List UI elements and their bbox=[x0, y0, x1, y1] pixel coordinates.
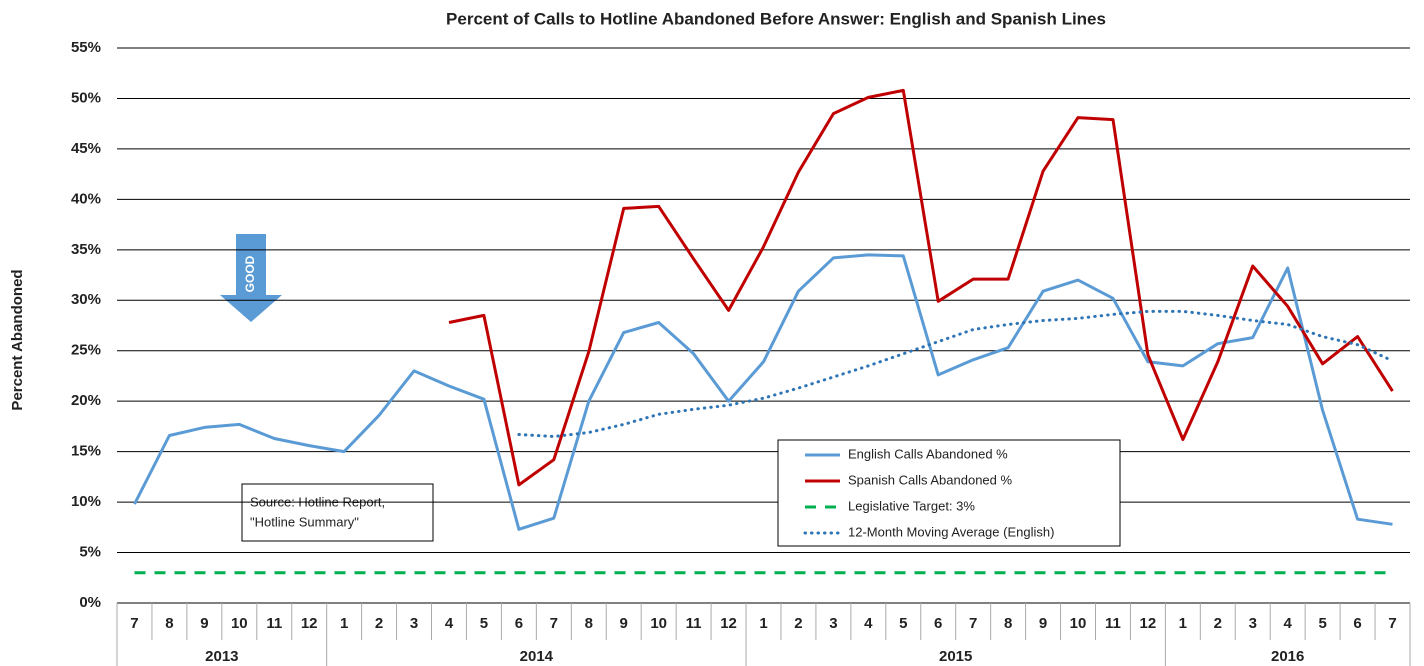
year-label: 2016 bbox=[1271, 648, 1304, 665]
x-tick-label: 3 bbox=[1249, 615, 1257, 632]
x-tick-label: 7 bbox=[969, 615, 977, 632]
series-line bbox=[517, 309, 1394, 438]
x-tick-label: 3 bbox=[410, 615, 418, 632]
x-tick-label: 10 bbox=[231, 615, 248, 632]
year-label: 2013 bbox=[205, 648, 238, 665]
y-tick-label: 50% bbox=[71, 89, 101, 106]
x-tick-label: 9 bbox=[200, 615, 208, 632]
y-tick-label: 45% bbox=[71, 140, 101, 157]
x-tick-label: 6 bbox=[515, 615, 523, 632]
x-tick-label: 2 bbox=[1214, 615, 1222, 632]
source-box bbox=[241, 483, 434, 542]
x-tick-label: 1 bbox=[340, 615, 348, 632]
x-tick-label: 12 bbox=[301, 615, 318, 632]
y-tick-label: 30% bbox=[71, 291, 101, 308]
y-tick-label: 0% bbox=[79, 594, 101, 611]
x-tick-label: 6 bbox=[1353, 615, 1361, 632]
series-line bbox=[133, 253, 1393, 531]
x-tick-label: 7 bbox=[130, 615, 138, 632]
x-tick-label: 5 bbox=[1318, 615, 1326, 632]
y-tick-label: 20% bbox=[71, 392, 101, 409]
x-tick-label: 8 bbox=[585, 615, 593, 632]
good-arrow: GOOD bbox=[220, 234, 282, 322]
x-tick-label: 4 bbox=[1284, 615, 1293, 632]
year-label: 2014 bbox=[520, 648, 554, 665]
annotation: GOOD bbox=[243, 255, 257, 292]
x-tick-label: 8 bbox=[1004, 615, 1012, 632]
source-text: "Hotline Summary" bbox=[250, 514, 359, 529]
x-tick-label: 1 bbox=[759, 615, 767, 632]
x-tick-label: 10 bbox=[1070, 615, 1087, 632]
y-tick-label: 15% bbox=[71, 443, 101, 460]
x-tick-label: 9 bbox=[620, 615, 628, 632]
x-tick-label: 12 bbox=[720, 615, 737, 632]
y-tick-label: 25% bbox=[71, 342, 101, 359]
legend-label: 12-Month Moving Average (English) bbox=[848, 524, 1054, 539]
x-tick-label: 10 bbox=[650, 615, 667, 632]
x-tick-label: 4 bbox=[445, 615, 454, 632]
x-tick-label: 9 bbox=[1039, 615, 1047, 632]
year-label: 2015 bbox=[939, 648, 972, 665]
series-line bbox=[448, 88, 1394, 487]
x-tick-label: 4 bbox=[864, 615, 873, 632]
x-tick-label: 6 bbox=[934, 615, 942, 632]
y-tick-label: 10% bbox=[71, 493, 101, 510]
x-tick-label: 2 bbox=[375, 615, 383, 632]
legend-label: Legislative Target: 3% bbox=[848, 498, 975, 513]
x-tick-label: 5 bbox=[899, 615, 907, 632]
x-tick-label: 7 bbox=[550, 615, 558, 632]
y-tick-label: 55% bbox=[71, 39, 101, 56]
chart-title: Percent of Calls to Hotline Abandoned Be… bbox=[446, 9, 1106, 28]
y-tick-label: 35% bbox=[71, 241, 101, 258]
x-tick-label: 7 bbox=[1388, 615, 1396, 632]
y-axis-label: Percent Abandoned bbox=[9, 269, 26, 410]
legend-box bbox=[777, 439, 1121, 547]
x-tick-label: 11 bbox=[686, 615, 702, 632]
y-tick-label: 5% bbox=[79, 544, 101, 561]
x-tick-label: 8 bbox=[165, 615, 173, 632]
x-tick-label: 11 bbox=[266, 615, 282, 632]
x-tick-label: 2 bbox=[794, 615, 802, 632]
x-tick-label: 12 bbox=[1140, 615, 1157, 632]
x-tick-label: 11 bbox=[1105, 615, 1121, 632]
x-tick-label: 5 bbox=[480, 615, 488, 632]
legend-label: Spanish Calls Abandoned % bbox=[848, 472, 1013, 487]
legend-label: English Calls Abandoned % bbox=[848, 446, 1008, 461]
y-tick-label: 40% bbox=[71, 190, 101, 207]
x-tick-label: 3 bbox=[829, 615, 837, 632]
x-tick-label: 1 bbox=[1179, 615, 1187, 632]
